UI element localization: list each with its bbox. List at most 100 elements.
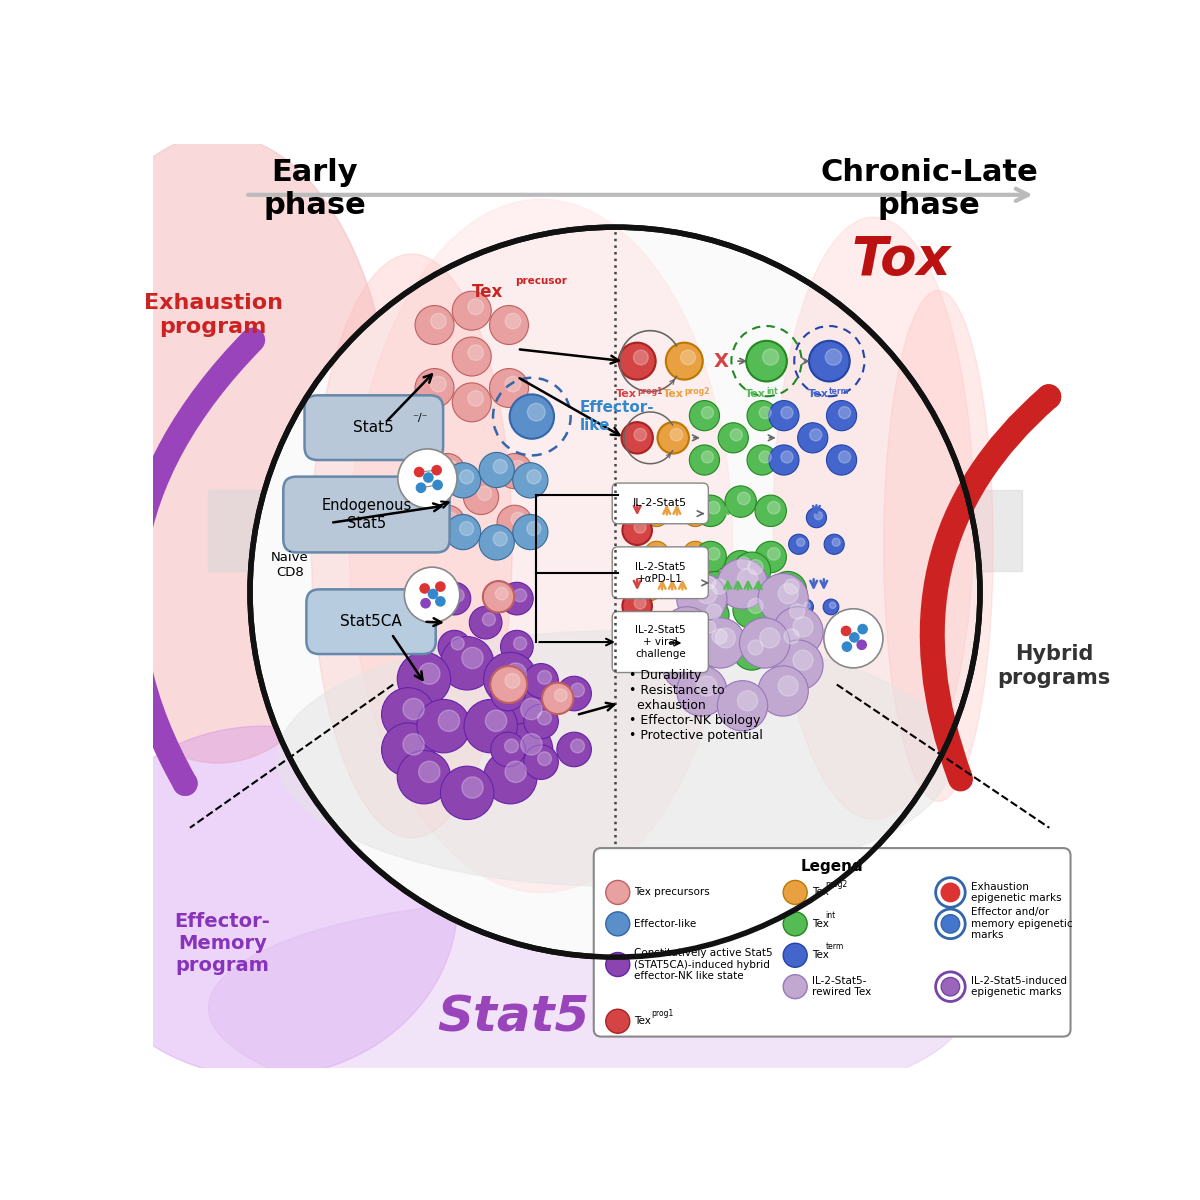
Ellipse shape: [311, 254, 512, 838]
Circle shape: [500, 630, 533, 662]
Circle shape: [841, 626, 851, 636]
Text: Stat5: Stat5: [437, 994, 589, 1042]
Text: Stat5: Stat5: [354, 420, 395, 436]
Circle shape: [430, 505, 464, 540]
Text: Tex precursors: Tex precursors: [635, 888, 710, 898]
Circle shape: [781, 407, 793, 419]
Circle shape: [496, 587, 508, 600]
Circle shape: [738, 691, 757, 710]
FancyBboxPatch shape: [306, 589, 436, 654]
Text: Effector-like: Effector-like: [635, 919, 697, 929]
Circle shape: [499, 688, 553, 742]
Circle shape: [538, 671, 552, 684]
Circle shape: [491, 666, 527, 703]
Ellipse shape: [209, 898, 966, 1118]
Circle shape: [420, 584, 430, 593]
Circle shape: [677, 666, 727, 716]
Circle shape: [619, 343, 655, 379]
Circle shape: [510, 395, 554, 439]
Text: Legend: Legend: [800, 859, 864, 874]
Circle shape: [715, 628, 736, 648]
Circle shape: [703, 620, 715, 634]
Circle shape: [479, 524, 515, 560]
Circle shape: [514, 589, 527, 602]
Circle shape: [634, 350, 648, 365]
Text: • Durability
• Resistance to
  exhaustion
• Effector-NK biology
• Protective pot: • Durability • Resistance to exhaustion …: [629, 670, 763, 743]
Circle shape: [623, 628, 652, 658]
Circle shape: [623, 592, 652, 620]
Circle shape: [521, 733, 542, 755]
Circle shape: [514, 637, 527, 650]
Circle shape: [485, 710, 506, 732]
Circle shape: [493, 532, 508, 546]
Circle shape: [778, 583, 798, 604]
Circle shape: [289, 509, 326, 546]
FancyArrowPatch shape: [132, 340, 253, 784]
Circle shape: [462, 776, 484, 798]
Text: Hybrid
programs: Hybrid programs: [997, 644, 1110, 688]
Circle shape: [658, 422, 689, 454]
FancyBboxPatch shape: [305, 395, 443, 460]
Circle shape: [416, 484, 426, 492]
Text: Tex: Tex: [812, 919, 829, 929]
FancyBboxPatch shape: [612, 612, 708, 672]
Text: Early
phase: Early phase: [263, 158, 366, 221]
FancyBboxPatch shape: [612, 547, 708, 599]
Circle shape: [431, 313, 446, 329]
Circle shape: [622, 422, 653, 454]
Circle shape: [682, 617, 702, 637]
Circle shape: [731, 428, 743, 440]
Text: Effector and/or
memory epigenetic
marks: Effector and/or memory epigenetic marks: [971, 907, 1073, 941]
Circle shape: [733, 552, 770, 589]
Circle shape: [708, 502, 720, 514]
Circle shape: [490, 306, 528, 344]
Circle shape: [702, 451, 714, 463]
Circle shape: [784, 578, 799, 594]
Circle shape: [571, 683, 584, 697]
Circle shape: [382, 688, 434, 742]
Circle shape: [452, 292, 491, 330]
Circle shape: [842, 642, 852, 652]
Circle shape: [452, 383, 491, 422]
Circle shape: [691, 596, 730, 634]
Circle shape: [438, 630, 470, 662]
Circle shape: [504, 739, 518, 752]
Circle shape: [654, 508, 664, 517]
Circle shape: [397, 653, 451, 706]
Circle shape: [606, 1009, 630, 1033]
Circle shape: [815, 511, 822, 520]
Text: Tox: Tox: [852, 234, 952, 286]
Circle shape: [415, 368, 454, 408]
Circle shape: [804, 602, 810, 608]
Circle shape: [670, 428, 683, 440]
Text: Tex: Tex: [812, 950, 829, 960]
Circle shape: [769, 401, 799, 431]
Circle shape: [788, 534, 809, 554]
Circle shape: [634, 428, 647, 440]
Circle shape: [606, 881, 630, 905]
Ellipse shape: [277, 631, 953, 887]
Circle shape: [829, 602, 835, 608]
Text: Endogenous
Stat5: Endogenous Stat5: [322, 498, 412, 530]
Circle shape: [557, 677, 592, 710]
Circle shape: [746, 341, 787, 382]
Circle shape: [497, 505, 533, 540]
Circle shape: [491, 677, 526, 710]
FancyBboxPatch shape: [594, 848, 1070, 1037]
Text: Tex: Tex: [812, 888, 829, 898]
Text: ⁻/⁻: ⁻/⁻: [413, 414, 428, 424]
Circle shape: [797, 539, 805, 546]
Circle shape: [692, 508, 702, 517]
Circle shape: [644, 541, 668, 565]
Text: IL-2-Stat5: IL-2-Stat5: [634, 498, 688, 509]
Circle shape: [689, 445, 720, 475]
Circle shape: [635, 634, 646, 646]
Circle shape: [440, 636, 494, 690]
Circle shape: [718, 422, 749, 452]
Text: Constitutively active Stat5
(STAT5CA)-induced hybrid
effector-NK like state: Constitutively active Stat5 (STAT5CA)-in…: [635, 948, 773, 982]
Circle shape: [557, 732, 592, 767]
Circle shape: [524, 745, 558, 780]
Text: term: term: [829, 388, 850, 396]
Circle shape: [662, 562, 692, 592]
Circle shape: [793, 617, 814, 637]
